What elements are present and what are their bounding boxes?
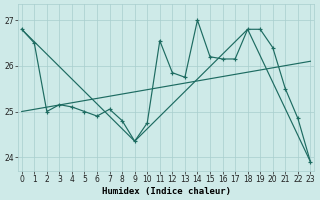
X-axis label: Humidex (Indice chaleur): Humidex (Indice chaleur): [101, 187, 231, 196]
